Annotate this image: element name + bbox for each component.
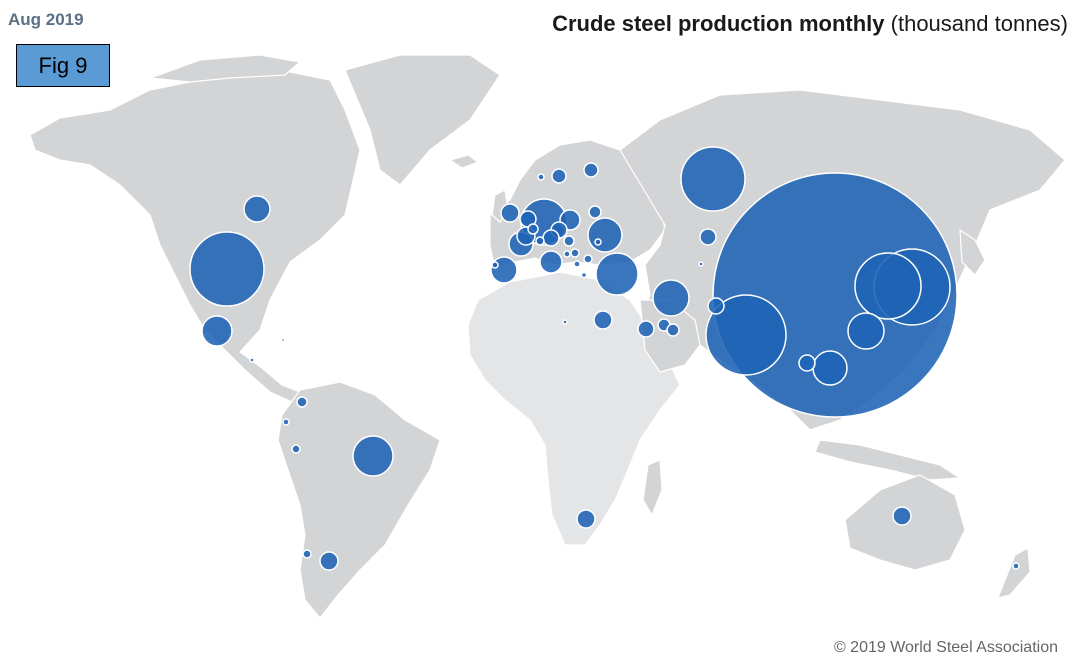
bubble-india	[705, 294, 787, 376]
map-title: Crude steel production monthly (thousand…	[552, 11, 1068, 37]
fig-label: Fig 9	[38, 52, 88, 78]
bubble-central-asia	[698, 261, 704, 267]
bubble-brazil	[352, 435, 394, 477]
bubble-norway	[537, 173, 545, 181]
bubble-mexico	[201, 315, 233, 347]
bubble-portugal	[491, 261, 499, 269]
bubble-pakistan	[707, 297, 725, 315]
bubble-czechia	[542, 229, 560, 247]
bubble-moldova	[594, 238, 602, 246]
bubble-ukraine	[587, 217, 623, 253]
bubble-taiwan	[847, 312, 885, 350]
bubble-egypt	[593, 310, 613, 330]
land-north-america	[29, 69, 361, 403]
bubble-thailand	[798, 354, 816, 372]
bubble-bulgaria	[580, 271, 588, 279]
bubble-cuba	[280, 337, 286, 343]
bubble-belarus	[588, 205, 602, 219]
map-title-units: (thousand tonnes)	[884, 11, 1068, 36]
bubble-libya	[562, 319, 568, 325]
bubble-new-zealand	[1012, 562, 1020, 570]
bubble-slovakia	[563, 235, 575, 247]
bubble-peru	[291, 444, 301, 454]
bubble-russia	[680, 146, 746, 212]
copyright-label: © 2019 World Steel Association	[833, 639, 1058, 656]
land-iceland	[448, 154, 480, 169]
bubble-sweden	[551, 168, 567, 184]
bubble-uk	[500, 203, 520, 223]
land-japan	[959, 228, 986, 276]
bubble-turkey	[595, 252, 639, 296]
land-greenland	[344, 54, 501, 186]
bubble-saudi-arabia	[637, 320, 655, 338]
bubble-guatemala	[249, 357, 255, 363]
land-africa	[467, 271, 681, 546]
bubble-canada	[243, 195, 271, 223]
date-label: Aug 2019	[8, 10, 84, 29]
bubble-switzerland	[535, 236, 545, 246]
land-south-america	[277, 381, 441, 619]
bubble-serbia	[563, 250, 571, 258]
bubble-australia	[892, 506, 912, 526]
bubble-south-korea	[854, 252, 922, 320]
bubble-romania	[583, 254, 593, 264]
bubble-layer	[189, 146, 1020, 571]
bubble-greece	[573, 260, 581, 268]
bubble-italy	[539, 250, 563, 274]
bubble-ecuador	[282, 418, 290, 426]
bubble-hungary	[570, 248, 580, 258]
land-madagascar	[642, 459, 663, 517]
bubble-vietnam	[812, 350, 848, 386]
bubble-united-states	[189, 231, 265, 307]
land-indonesia	[814, 439, 962, 481]
bubble-uae	[666, 323, 680, 337]
land-new-zealand	[997, 547, 1031, 599]
map-title-bold: Crude steel production monthly	[552, 11, 885, 36]
bubble-finland	[583, 162, 599, 178]
bubble-chile	[302, 549, 312, 559]
bubble-argentina	[319, 551, 339, 571]
bubble-colombia	[296, 396, 308, 408]
bubble-south-africa	[576, 509, 596, 529]
bubble-kazakhstan	[699, 228, 717, 246]
bubble-luxembourg	[527, 223, 539, 235]
bubble-spain	[490, 256, 518, 284]
land-arctic-islands	[149, 54, 302, 83]
fig-label-box: Fig 9	[16, 44, 110, 87]
bubble-iran	[652, 279, 690, 317]
